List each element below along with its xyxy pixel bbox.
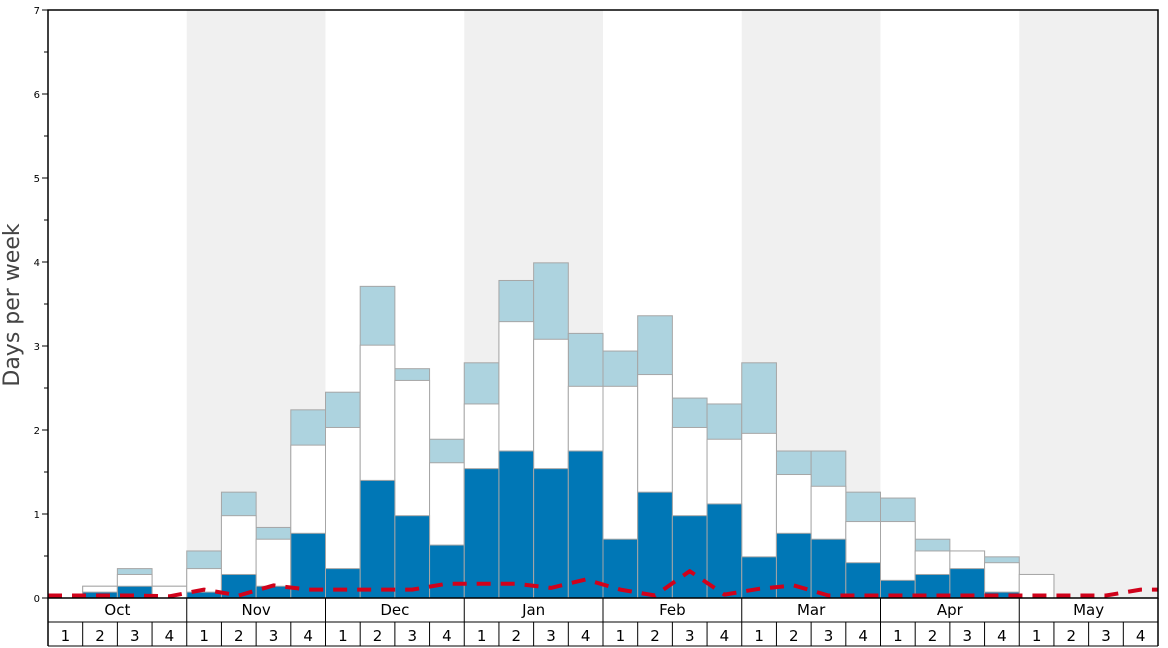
week-label: 4 — [720, 627, 730, 645]
week-label: 4 — [165, 627, 175, 645]
y-axis-label: Days per week — [0, 223, 25, 386]
bar-dark — [359, 479, 396, 599]
month-label: Jan — [521, 601, 545, 619]
week-label: 2 — [234, 627, 244, 645]
month-label: Apr — [937, 601, 964, 619]
y-tick-label: 6 — [34, 90, 40, 101]
month-label: May — [1073, 601, 1104, 619]
week-label: 1 — [754, 627, 764, 645]
y-axis: 0 1 2 3 4 5 6 7 — [34, 6, 48, 605]
week-label: 2 — [1067, 627, 1077, 645]
bar-dark — [671, 515, 708, 599]
week-label: 1 — [616, 627, 626, 645]
bar-dark — [706, 503, 743, 599]
month-label: Mar — [797, 601, 826, 619]
bar-dark — [949, 568, 986, 599]
y-tick-label: 3 — [34, 342, 40, 353]
month-band — [1019, 10, 1158, 598]
week-label: 2 — [789, 627, 799, 645]
bar-dark — [429, 544, 465, 599]
y-tick-label: 1 — [34, 510, 40, 521]
bar-dark — [394, 515, 431, 599]
week-label: 3 — [1101, 627, 1111, 645]
week-label: 2 — [373, 627, 383, 645]
week-label: 4 — [858, 627, 868, 645]
bar-dark — [845, 562, 881, 599]
month-label: Feb — [659, 601, 686, 619]
week-label: 3 — [269, 627, 279, 645]
week-label: 1 — [477, 627, 487, 645]
week-label: 1 — [199, 627, 209, 645]
y-tick-label: 5 — [34, 174, 40, 185]
x-axis: Oct 1 2 3 4 Nov 1 2 3 4 Dec 1 2 3 4 Jan 1 2 3 4 Feb 1 2 3 4 Mar 1 2… — [47, 598, 1159, 647]
month-label: Dec — [380, 601, 409, 619]
y-tick-label: 0 — [34, 594, 40, 605]
week-label: 4 — [581, 627, 591, 645]
bar-dark — [567, 450, 604, 599]
week-label: 3 — [685, 627, 695, 645]
trend-line-group — [48, 569, 1158, 599]
week-label: 3 — [546, 627, 556, 645]
week-label: 3 — [824, 627, 834, 645]
week-label: 1 — [893, 627, 903, 645]
bar-dark — [533, 468, 569, 599]
week-label: 4 — [1136, 627, 1146, 645]
week-label: 2 — [95, 627, 105, 645]
bar-dark — [325, 568, 361, 599]
trend-line — [48, 569, 1158, 599]
week-label: 3 — [407, 627, 417, 645]
bar-dark — [637, 491, 673, 599]
bar-dark — [463, 468, 500, 599]
month-label: Oct — [104, 601, 130, 619]
week-label: 1 — [1032, 627, 1042, 645]
week-label: 3 — [962, 627, 972, 645]
y-tick-label: 4 — [34, 258, 40, 269]
week-label: 1 — [61, 627, 71, 645]
week-label: 1 — [338, 627, 348, 645]
week-label: 2 — [512, 627, 522, 645]
week-label: 4 — [303, 627, 313, 645]
y-tick-label: 7 — [34, 6, 40, 17]
week-label: 4 — [997, 627, 1007, 645]
week-label: 2 — [650, 627, 660, 645]
month-label: Nov — [241, 601, 270, 619]
bar-dark — [810, 538, 847, 599]
week-label: 3 — [130, 627, 140, 645]
week-label: 2 — [928, 627, 938, 645]
week-label: 4 — [442, 627, 452, 645]
bar-dark — [498, 450, 535, 599]
y-tick-label: 2 — [34, 426, 40, 437]
